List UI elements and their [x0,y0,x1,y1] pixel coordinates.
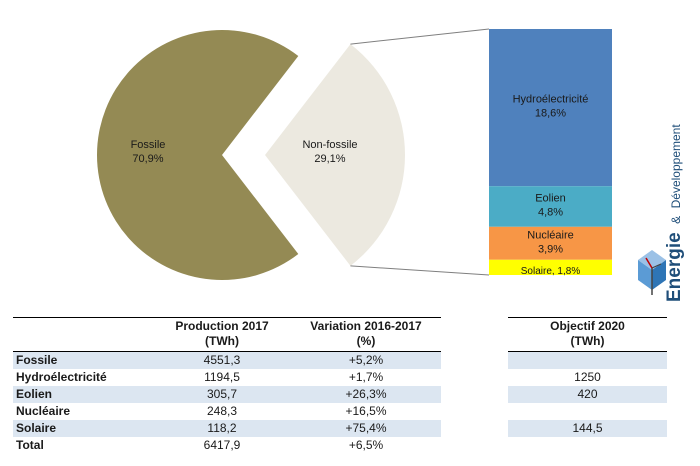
header-production: Production 2017 (TWh) [153,317,291,352]
row-label: Solaire [13,419,153,437]
bar-of-pie-chart: Fossile 70,9% Non-fossile 29,1% Hydroélectri… [97,28,612,281]
row-label: Fossile [13,351,153,369]
row-variation: +75,4% [291,419,441,437]
bar-label-eolien: Eolien 4,8% [535,193,566,219]
table-row: 144,5 [508,419,667,437]
objective-value [508,351,667,369]
row-label: Eolien [13,385,153,403]
header-production-l2: (TWh) [205,333,239,348]
bar-label-nucleaire: Nucléaire 3,9% [527,229,573,255]
header-variation: Variation 2016-2017 (%) [291,317,441,352]
objective-value [508,437,667,454]
table-row: Solaire 118,2 +75,4% [13,419,441,437]
row-production: 248,3 [206,403,238,418]
objective-value: 1250 [574,369,601,384]
header-empty [13,317,153,352]
row-variation: +5,2% [291,351,441,369]
pie-label-fossile: Fossile 70,9% [131,139,166,165]
objective-value: 144,5 [508,419,667,437]
row-production: 118,2 [153,419,291,437]
table-row: Fossile 4551,3 +5,2% [13,351,441,369]
logo-text-amp: & [669,216,683,224]
row-variation: +26,3% [291,385,441,403]
svg-text:Energie & Développemen: Energie & Développement [664,124,685,302]
row-production: 305,7 [153,385,291,403]
row-label: Nucléaire [16,403,71,418]
logo-text-rest: Développement [669,124,683,209]
table-row [508,403,667,420]
bar-segment-hydro [489,29,612,187]
row-variation: +16,5% [345,403,387,418]
connector-line-top [350,28,490,45]
bar-label-hydro: Hydroélectricité 18,6% [513,94,589,120]
header-production-l1: Production 2017 [175,318,269,333]
header-variation-l1: Variation 2016-2017 [310,318,422,333]
bar-label-solaire: Solaire, 1,8% [521,266,581,277]
bar-segment-eolien [489,186,612,227]
header-objective-l2: (TWh) [570,333,605,348]
pie-slice-non-fossile [265,44,406,266]
row-variation: +1,7% [348,369,384,384]
production-table: Production 2017 (TWh) Variation 2016-201… [13,317,441,454]
table-row: Eolien 305,7 +26,3% [13,385,441,403]
pie-label-non-fossile: Non-fossile 29,1% [302,139,357,165]
logo-text-main: Energie [664,232,685,302]
row-label: Hydroélectricité [16,369,107,384]
objective-table: Objectif 2020 (TWh) 1250 420 144,5 [508,317,667,454]
table-row [508,351,667,369]
bar-segment-nucleaire [489,226,612,260]
row-label: Total [16,437,44,452]
table-row: 1250 [508,369,667,386]
row-production: 6417,9 [203,437,241,452]
bar-segment-solaire [489,259,612,275]
header-objective-l1: Objectif 2020 [550,318,625,333]
header-objective: Objectif 2020 (TWh) [508,317,667,352]
objective-value [508,403,667,420]
table-row: Nucléaire 248,3 +16,5% [13,403,441,420]
energie-developpement-logo: Energie & Développement [638,124,685,302]
table-row: Total 6417,9 +6,5% [13,437,441,454]
connector-line-bottom [350,265,490,276]
table-row [508,437,667,454]
row-variation: +6,5% [348,437,384,452]
pie-slice-fossile [97,30,299,281]
objective-value: 420 [508,385,667,403]
row-production: 4551,3 [153,351,291,369]
wind-turbine-icon [638,250,666,295]
header-variation-l2: (%) [356,333,376,348]
row-production: 1194,5 [204,369,240,384]
table-row: 420 [508,385,667,403]
table-row: Hydroélectricité 1194,5 +1,7% [13,369,441,386]
